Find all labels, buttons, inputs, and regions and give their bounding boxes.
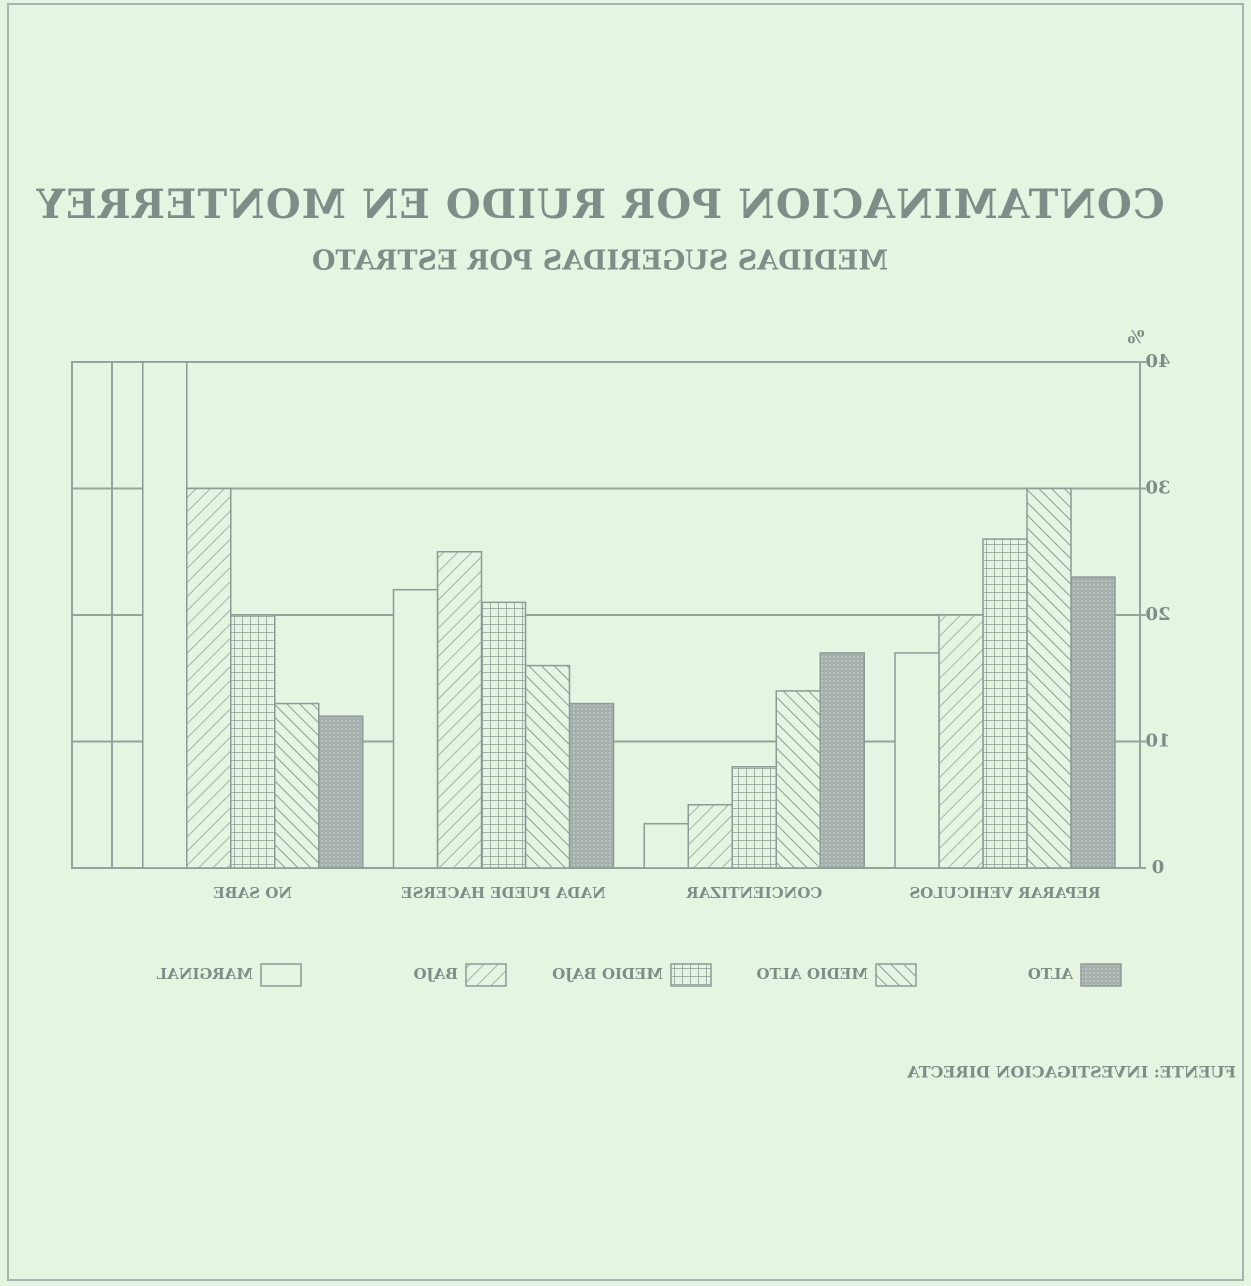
legend-label: BAJO bbox=[414, 965, 458, 983]
bar bbox=[392, 588, 439, 869]
y-tick-label: 20 bbox=[1145, 604, 1170, 625]
mirrored-page: CONTAMINACION POR RUIDO EN MONTERREY MED… bbox=[7, 3, 1244, 1281]
page-border bbox=[7, 3, 1244, 1281]
bar bbox=[643, 822, 689, 869]
chart-subtitle: MEDIDAS SUGERIDAS POR ESTRATO bbox=[312, 246, 888, 277]
bar bbox=[894, 652, 940, 869]
bar bbox=[982, 538, 1028, 869]
legend-label: MARGINAL bbox=[156, 965, 253, 983]
x-tick-label: CONCIENTIZAR bbox=[686, 884, 823, 902]
x-tick-label: REPARAR VEHICULOS bbox=[909, 884, 1100, 902]
bar bbox=[436, 551, 483, 869]
legend-label: MEDIO BAJO bbox=[552, 965, 663, 983]
y-tick-label: 30 bbox=[1145, 478, 1170, 499]
bar bbox=[1070, 576, 1116, 869]
chart-title: CONTAMINACION POR RUIDO EN MONTERREY bbox=[35, 181, 1164, 228]
y-axis-label: % bbox=[1127, 327, 1144, 348]
legend-swatch bbox=[260, 963, 302, 987]
legend-swatch bbox=[1080, 963, 1122, 987]
bar bbox=[819, 652, 865, 869]
legend-swatch bbox=[465, 963, 507, 987]
bar bbox=[775, 690, 821, 869]
bar bbox=[230, 614, 276, 869]
x-tick-label: NADA PUEDE HACERSE bbox=[401, 884, 606, 902]
legend-label: MEDIO ALTO bbox=[756, 965, 868, 983]
legend-swatch bbox=[875, 963, 917, 987]
bar bbox=[938, 614, 984, 869]
y-tick-label: 0 bbox=[1152, 857, 1165, 878]
bar bbox=[731, 766, 777, 869]
bar bbox=[687, 804, 733, 869]
bar bbox=[524, 664, 571, 869]
bar bbox=[318, 715, 364, 869]
source: FUENTE: INVESTIGACION DIRECTA bbox=[907, 1063, 1236, 1082]
legend-swatch bbox=[670, 963, 712, 987]
legend-label: ALTO bbox=[1028, 965, 1074, 983]
x-tick-label: NO SABE bbox=[213, 884, 292, 902]
y-tick-label: 40 bbox=[1145, 351, 1170, 372]
bar bbox=[274, 702, 320, 869]
bar bbox=[480, 601, 527, 869]
bar bbox=[1026, 487, 1072, 869]
bar bbox=[568, 702, 615, 869]
y-tick-label: 10 bbox=[1145, 731, 1170, 752]
bar bbox=[142, 361, 188, 869]
bar bbox=[186, 487, 232, 869]
